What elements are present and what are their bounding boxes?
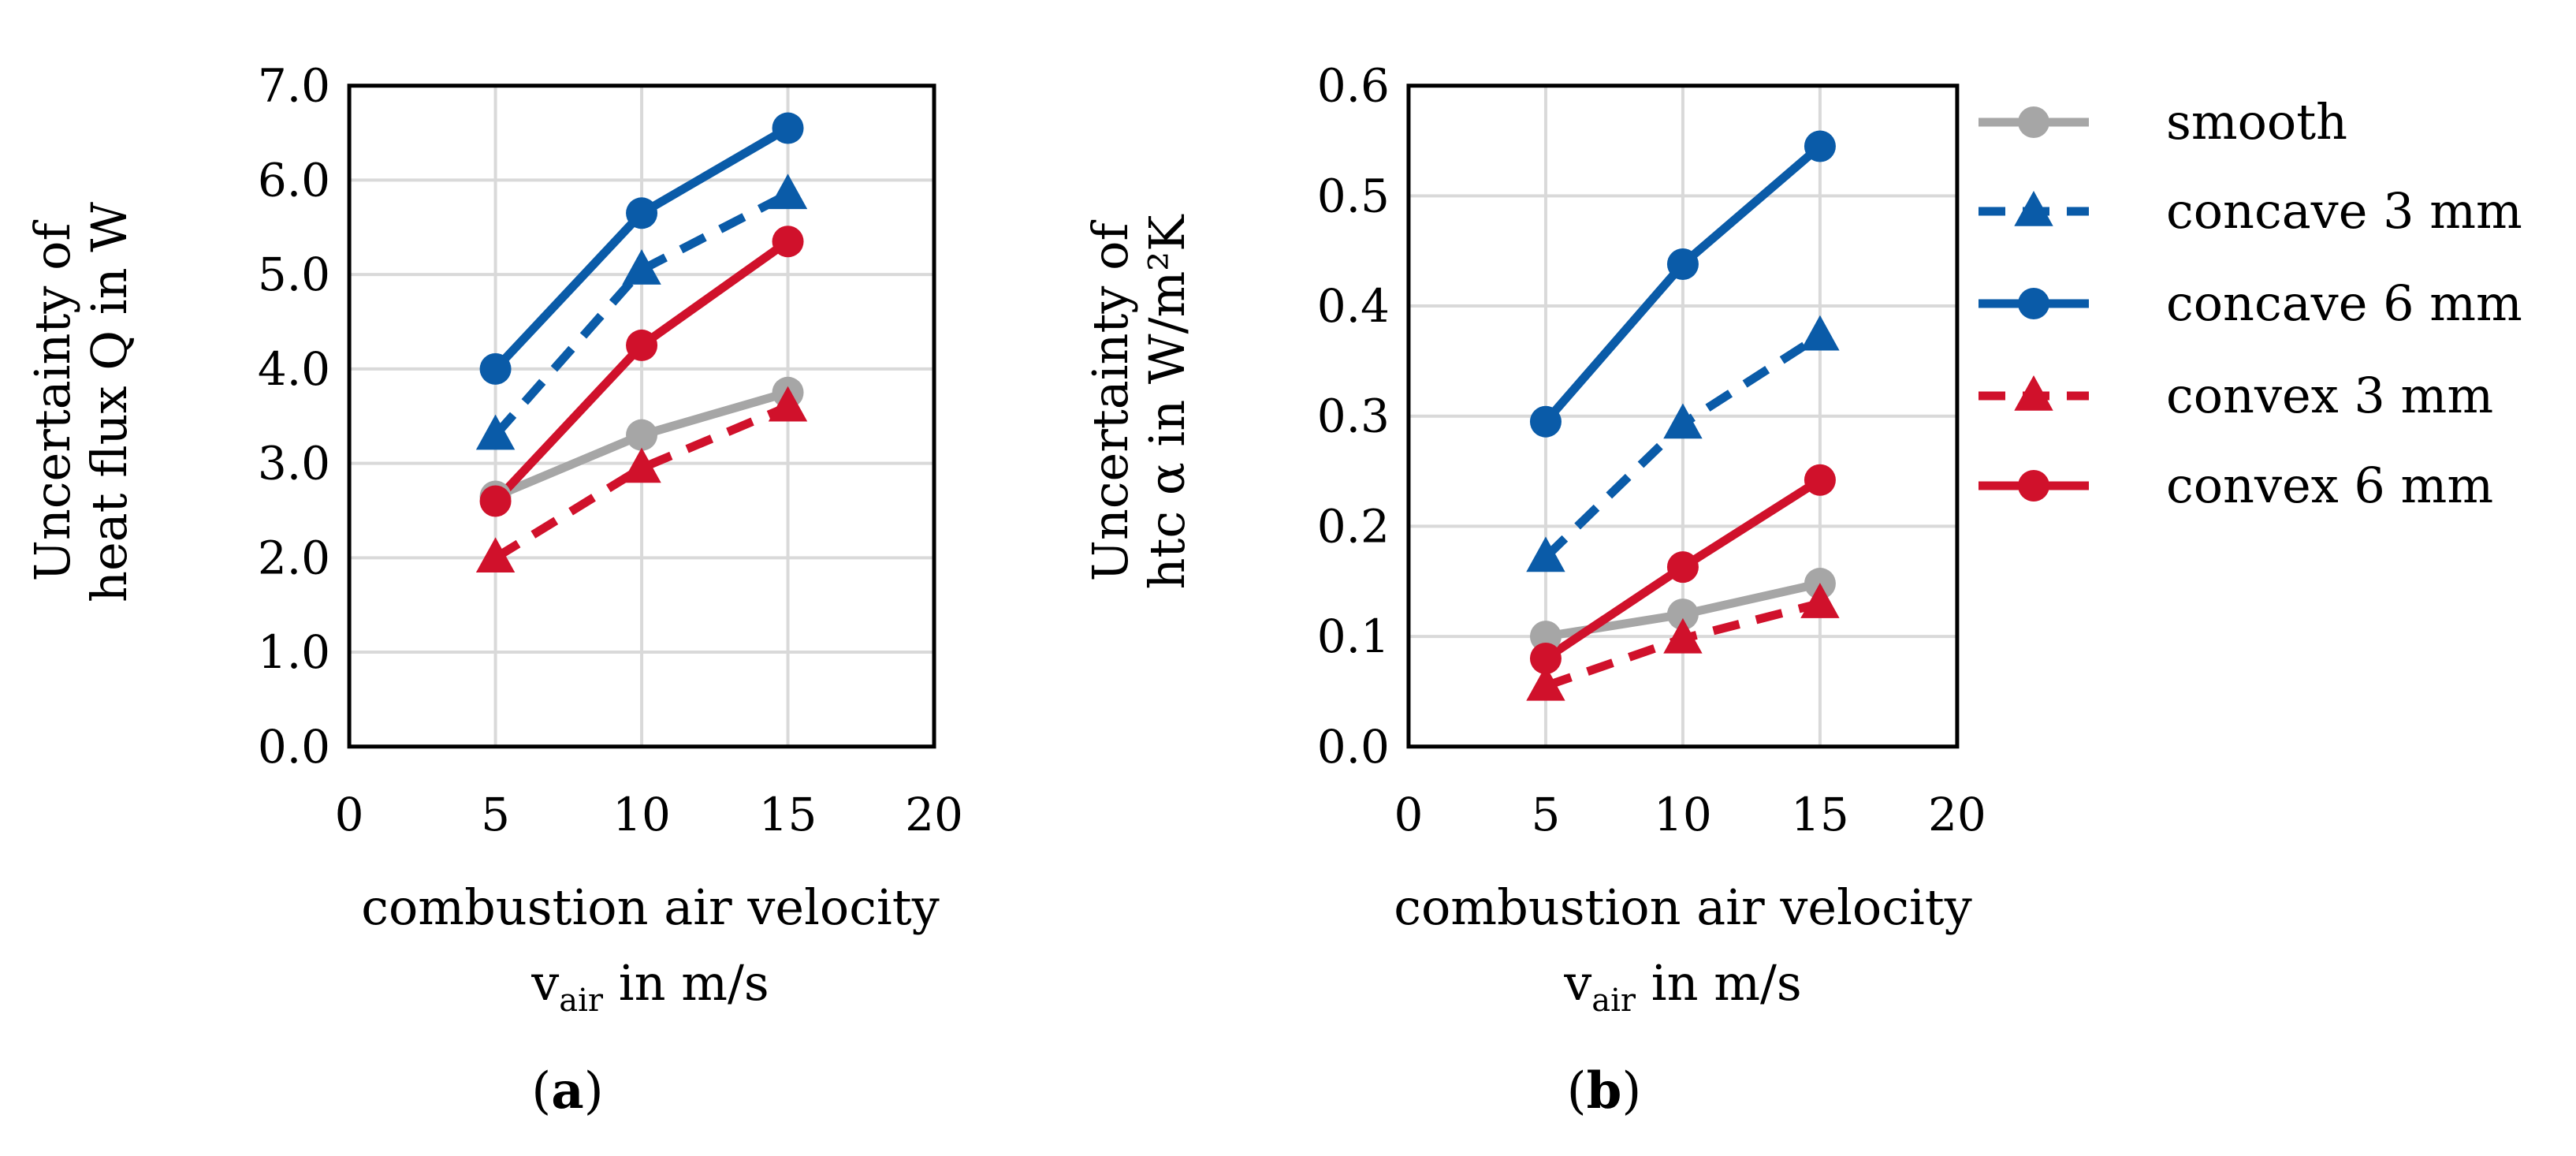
chart-panel-b: 0.0 0.1 0.2 0.3 0.4 0.5 0.6 0 5 10 15 20 Uncertain… xyxy=(1081,59,1986,1121)
x-axis-label2-tail-b: in m/s xyxy=(1636,954,1802,1012)
x-tick-labels-a: 0 5 10 15 20 xyxy=(335,788,963,841)
legend-marker-convex-6-mm xyxy=(2018,470,2049,502)
x-tick-label-b-3: 15 xyxy=(1791,788,1849,841)
data-point-b-convex-3-mm-1 xyxy=(1663,617,1703,654)
y-tick-labels-a: 0.0 1.0 2.0 3.0 4.0 5.0 6.0 7.0 xyxy=(258,59,330,774)
data-point-a-convex-6-mm-2 xyxy=(772,226,804,258)
legend-label-convex-3-mm: convex 3 mm xyxy=(2166,367,2493,424)
y-axis-label-line1-a: Uncertainty of xyxy=(24,220,81,582)
x-axis-label-a: combustion air velocity xyxy=(361,878,940,936)
y-axis-label-line2-b: htc α in W/m²K xyxy=(1138,214,1196,590)
data-point-a-convex-3-mm-0 xyxy=(475,537,516,573)
data-point-a-convex-3-mm-1 xyxy=(622,447,661,483)
plot-frame-b xyxy=(1406,84,1960,749)
y-axis-label-line1-b: Uncertainty of xyxy=(1081,220,1139,582)
legend: smooth concave 3 mm concave 6 mm convex 3 m… xyxy=(1979,93,2522,514)
y-tick-label-b-4: 0.4 xyxy=(1317,279,1390,333)
gridlines-a xyxy=(348,84,936,748)
data-point-a-smooth-1 xyxy=(626,419,658,451)
legend-marker-smooth xyxy=(2018,106,2049,138)
data-point-a-concave-6-mm-2 xyxy=(772,112,804,144)
x-tick-label-a-2: 10 xyxy=(612,788,671,841)
x-tick-label-a-1: 5 xyxy=(481,788,510,841)
x-axis-label2-tail-a: in m/s xyxy=(603,954,769,1012)
legend-marker-convex-3-mm xyxy=(2014,375,2053,411)
legend-marker-concave-3-mm xyxy=(2014,191,2053,226)
y-tick-label-b-2: 0.2 xyxy=(1317,499,1390,553)
data-point-b-convex-6-mm-1 xyxy=(1666,551,1699,584)
series-markers-b xyxy=(1526,130,1840,701)
data-point-a-concave-3-mm-1 xyxy=(622,249,661,285)
data-point-b-concave-3-mm-2 xyxy=(1800,315,1840,351)
data-point-a-convex-3-mm-2 xyxy=(768,386,808,422)
legend-label-concave-6-mm: concave 6 mm xyxy=(2166,274,2522,332)
x-tick-labels-b: 0 5 10 15 20 xyxy=(1394,788,1986,841)
plot-frame-a xyxy=(347,84,936,749)
legend-label-smooth: smooth xyxy=(2166,93,2347,151)
y-tick-label-a-0: 0.0 xyxy=(258,720,330,774)
data-point-b-convex-6-mm-2 xyxy=(1804,464,1836,496)
x-tick-label-a-4: 20 xyxy=(905,788,963,841)
data-point-b-concave-3-mm-0 xyxy=(1526,536,1565,572)
data-point-b-concave-3-mm-1 xyxy=(1663,403,1703,439)
data-point-a-convex-6-mm-0 xyxy=(479,485,512,517)
data-point-b-convex-6-mm-0 xyxy=(1529,643,1562,675)
y-tick-label-b-1: 0.1 xyxy=(1317,610,1390,663)
series-markers-a xyxy=(475,112,808,573)
y-tick-label-a-4: 4.0 xyxy=(258,342,330,396)
y-tick-labels-b: 0.0 0.1 0.2 0.3 0.4 0.5 0.6 xyxy=(1317,59,1390,774)
data-point-b-convex-3-mm-0 xyxy=(1526,665,1565,701)
data-point-a-concave-6-mm-1 xyxy=(626,197,658,229)
data-point-b-convex-3-mm-2 xyxy=(1800,583,1840,618)
x-tick-label-a-0: 0 xyxy=(335,788,364,841)
data-point-a-concave-6-mm-0 xyxy=(479,352,512,385)
y-axis-label-line2-a: heat flux Q in W xyxy=(80,202,138,602)
y-tick-label-b-5: 0.5 xyxy=(1317,169,1390,222)
data-point-b-smooth-1 xyxy=(1666,599,1699,631)
panel-label-a: (a) xyxy=(531,1061,603,1121)
data-point-b-concave-6-mm-1 xyxy=(1666,248,1699,280)
y-tick-label-b-0: 0.0 xyxy=(1317,720,1390,774)
panel-label-b: (b) xyxy=(1567,1061,1642,1121)
x-axis-label2-main-b: v xyxy=(1563,954,1591,1012)
y-tick-label-b-6: 0.6 xyxy=(1317,59,1390,113)
legend-label-concave-3-mm: concave 3 mm xyxy=(2166,182,2522,240)
x-tick-label-b-0: 0 xyxy=(1394,788,1423,841)
series-line-a-convex-3-mm xyxy=(493,402,790,562)
y-tick-label-a-7: 7.0 xyxy=(258,59,330,113)
x-axis-label2-main-a: v xyxy=(530,954,559,1012)
x-tick-label-a-3: 15 xyxy=(759,788,817,841)
data-point-a-concave-3-mm-2 xyxy=(768,173,808,210)
x-tick-label-b-1: 5 xyxy=(1531,788,1560,841)
y-tick-label-a-5: 5.0 xyxy=(258,248,330,301)
y-tick-label-a-1: 1.0 xyxy=(258,625,330,679)
x-axis-label-b: combustion air velocity xyxy=(1394,878,1972,936)
legend-label-convex-6-mm: convex 6 mm xyxy=(2166,457,2493,514)
chart-panel-a: 0.0 1.0 2.0 3.0 4.0 5.0 6.0 7.0 0 5 10 15 20 Uncert… xyxy=(24,59,963,1121)
series-line-a-concave-3-mm xyxy=(492,190,791,438)
y-tick-label-a-6: 6.0 xyxy=(258,153,330,207)
x-axis-label2-a: vair in m/s xyxy=(530,954,769,1019)
x-tick-label-b-4: 20 xyxy=(1928,788,1986,841)
x-axis-label2-sub-b: air xyxy=(1591,983,1636,1019)
x-axis-label2-b: vair in m/s xyxy=(1563,954,1801,1019)
data-point-a-concave-3-mm-0 xyxy=(475,414,516,450)
y-tick-label-b-3: 0.3 xyxy=(1317,390,1390,443)
data-point-b-concave-6-mm-0 xyxy=(1529,405,1562,438)
data-point-a-convex-6-mm-1 xyxy=(626,329,658,361)
x-axis-label2-sub-a: air xyxy=(559,983,604,1019)
y-tick-label-a-3: 3.0 xyxy=(258,437,330,490)
x-tick-label-b-2: 10 xyxy=(1654,788,1712,841)
y-tick-label-a-2: 2.0 xyxy=(258,531,330,584)
legend-marker-concave-6-mm xyxy=(2018,288,2049,319)
data-point-b-smooth-0 xyxy=(1529,621,1562,653)
data-point-b-concave-6-mm-2 xyxy=(1804,130,1836,162)
